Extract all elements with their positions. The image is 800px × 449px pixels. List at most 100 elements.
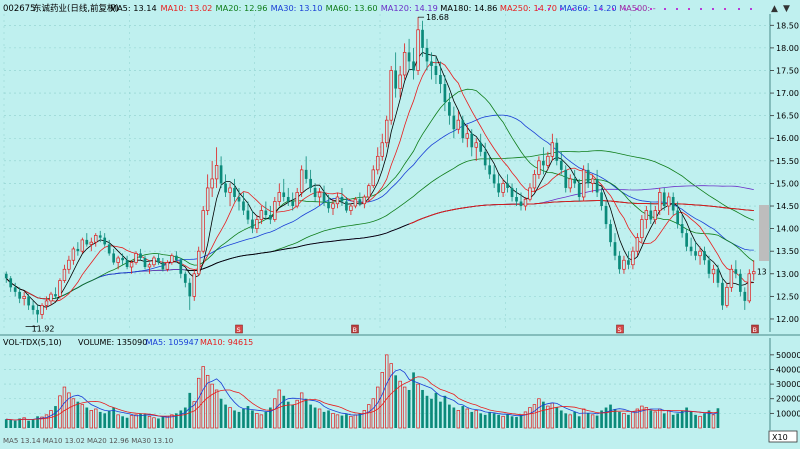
volume-bar-up [49, 410, 53, 429]
volume-bar-down [506, 414, 509, 428]
candle-body-up [299, 169, 304, 193]
signal-dot [600, 8, 602, 10]
candle-body-up [371, 169, 375, 187]
scroll-down-button[interactable]: ▼ [783, 4, 790, 14]
candle-body-down [689, 246, 693, 252]
volume-bar-down [4, 419, 8, 428]
candle-body-down [586, 169, 590, 184]
signal-dot [700, 8, 702, 10]
volume-bar-down [671, 414, 675, 428]
candle-body-down [36, 309, 39, 315]
candle-body-up [362, 196, 367, 205]
signal-dot [548, 8, 550, 10]
candle-body-down [439, 74, 442, 85]
volume-bar-down [31, 419, 35, 428]
volume-bar-down [246, 406, 250, 428]
volume-bar-up [62, 386, 67, 429]
volume-bar-down [282, 395, 286, 428]
candle-body-up [67, 259, 71, 270]
volume-bar-down [439, 401, 442, 428]
volume-bar-down [36, 416, 39, 428]
ma-legend-item: MA120: 14.19 [381, 3, 438, 13]
candle-body-down [497, 183, 500, 193]
candle-body-up [317, 192, 322, 198]
candle-body-down [519, 201, 523, 207]
volume-bar-down [157, 418, 160, 428]
candle-body-up [353, 198, 358, 207]
volume-bar-down [103, 413, 107, 428]
candle-body-down [421, 29, 424, 48]
volume-bar-up [658, 408, 662, 429]
volume-bar-down [268, 407, 272, 428]
candle-body-down [237, 196, 241, 202]
volume-bars[interactable] [4, 354, 720, 429]
candle-body-up [205, 187, 210, 211]
candle-body-down [139, 253, 142, 258]
volume-bar-down [13, 420, 17, 428]
candle-body-up [94, 235, 98, 243]
price-tick-label: 17.50 [776, 66, 799, 75]
candle-body-up [667, 196, 671, 207]
candle-body-down [443, 84, 447, 103]
volume-bar-up [631, 411, 635, 429]
price-tick-label: 14.00 [776, 225, 799, 234]
candle-body-down [649, 210, 653, 220]
price-grid [3, 14, 771, 332]
volume-bar-down [286, 401, 290, 428]
signal-dot [636, 8, 638, 10]
zoom-box[interactable] [768, 430, 798, 443]
signal-dot [612, 8, 614, 10]
candle-body-down [282, 192, 286, 197]
volume-bar-down [18, 418, 22, 428]
price-tick-label: 18.00 [776, 44, 799, 53]
volume-bar-down [662, 413, 666, 428]
candle-body-down [564, 169, 568, 188]
candle-body-down [13, 287, 17, 292]
candle-body-down [573, 178, 577, 184]
volume-bar-down [121, 416, 124, 428]
volume-bar-down [716, 408, 720, 428]
volume-bar-down [470, 411, 474, 428]
volume-bar-up [590, 414, 595, 429]
candle-body-up [725, 286, 729, 306]
volume-bar-down [224, 404, 227, 428]
candle-body-up [331, 203, 335, 209]
candle-body-down [448, 102, 451, 116]
candle-body-down [738, 273, 742, 292]
volume-bar-down [483, 414, 487, 428]
volume-bar-down [9, 419, 13, 428]
volume-bar-up [116, 414, 120, 429]
volume-bar-up [353, 414, 358, 429]
candle-body-up [201, 210, 205, 252]
candle-body-down [179, 260, 183, 274]
signal-dot [585, 8, 587, 10]
candlesticks[interactable] [4, 17, 756, 323]
volume-tick-label: 40000 [776, 365, 800, 374]
scroll-up-button[interactable]: ▲ [771, 4, 778, 14]
candle-body-down [707, 260, 711, 274]
volume-bar-down [586, 413, 590, 428]
candle-body-up [129, 262, 134, 268]
volume-bar-up [255, 413, 259, 429]
volume-bar-up [474, 410, 478, 429]
trade-marker-label: B [353, 326, 357, 334]
signal-dot [750, 8, 752, 10]
candle-body-down [671, 196, 675, 211]
candle-body-down [219, 165, 223, 184]
volume-bar-up [152, 417, 156, 429]
signal-dot [624, 8, 626, 10]
volume-bar-down [174, 413, 178, 428]
candle-body-down [18, 291, 22, 299]
volume-ma-lines [6, 369, 719, 421]
volume-bar-down [179, 410, 183, 428]
volume-bar-down [251, 410, 254, 428]
candle-body-up [228, 187, 232, 193]
candle-body-up [22, 296, 26, 299]
volume-bar-down [183, 407, 187, 428]
volume-bar-down [461, 406, 465, 428]
candle-body-down [161, 262, 165, 270]
price-tick-label: 14.50 [776, 202, 799, 211]
volume-bar-up [581, 408, 586, 429]
